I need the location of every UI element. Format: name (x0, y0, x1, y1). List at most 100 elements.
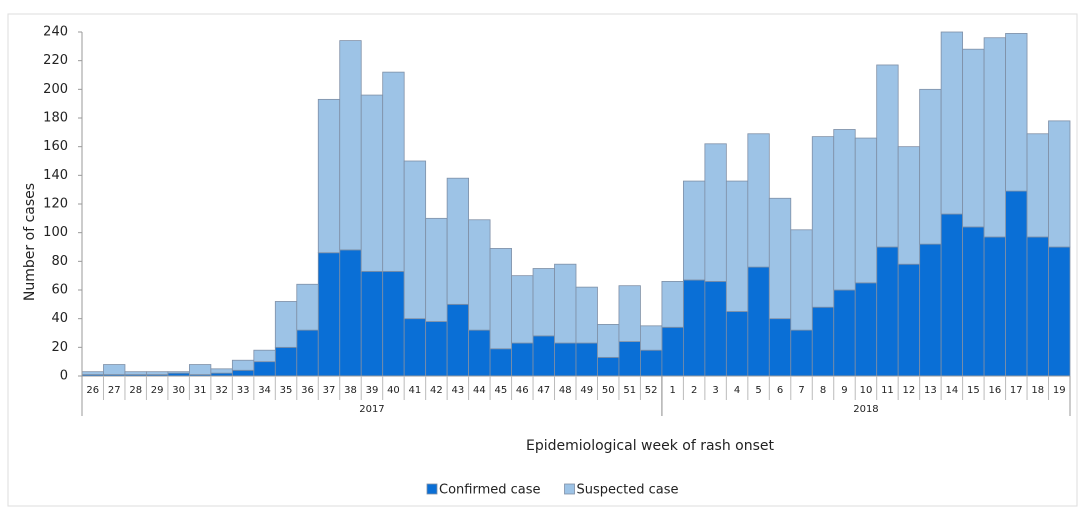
bar-segment (489, 248, 512, 350)
y-tick-label: 20 (51, 340, 68, 355)
x-tick-label: 16 (988, 385, 1001, 396)
bar-segment (618, 341, 641, 377)
x-tick-label: 8 (820, 385, 826, 396)
bar-segment (253, 349, 276, 363)
bar-segment (554, 263, 577, 344)
x-tick-label: 27 (108, 385, 121, 396)
bar-segment (360, 94, 384, 272)
bar-segment (661, 326, 684, 377)
x-tick-label: 39 (366, 385, 379, 396)
x-tick-label: 18 (1031, 385, 1044, 396)
bar-segment (597, 323, 620, 358)
bar-segment (339, 40, 362, 251)
bar-segment (704, 280, 727, 377)
x-tick-label: 38 (344, 385, 357, 396)
bar-segment (446, 303, 470, 377)
x-tick-label: 3 (712, 385, 718, 396)
x-tick-label: 44 (473, 385, 486, 396)
bar-segment (768, 318, 792, 377)
x-tick-label: 30 (172, 385, 185, 396)
bar-segment (747, 133, 770, 268)
y-tick-label: 0 (60, 369, 68, 384)
x-tick-label: 47 (537, 385, 550, 396)
x-tick-label: 26 (86, 385, 99, 396)
bar-segment (575, 342, 598, 377)
bar-segment (618, 285, 641, 343)
bar-segment (468, 219, 491, 331)
bar-segment (725, 311, 749, 377)
x-tick-label: 12 (903, 385, 916, 396)
group-label: 2017 (359, 404, 384, 415)
x-tick-label: 48 (559, 385, 572, 396)
legend-swatch (426, 483, 438, 495)
bar-segment (403, 318, 427, 377)
bar-segment (188, 364, 212, 375)
bar-segment (231, 369, 255, 377)
bar-segment (747, 266, 770, 377)
x-tick-label: 34 (258, 385, 271, 396)
x-tick-label: 50 (602, 385, 615, 396)
y-tick-label: 120 (43, 197, 68, 212)
bar-segment (425, 217, 448, 322)
bar-segment (811, 136, 835, 308)
x-tick-label: 15 (967, 385, 980, 396)
bar-segment (231, 359, 255, 371)
bar-segment (317, 98, 341, 254)
bar-segment (382, 270, 405, 377)
x-axis-label: Epidemiological week of rash onset (526, 438, 775, 454)
x-tick-label: 9 (841, 385, 847, 396)
x-tick-label: 5 (755, 385, 761, 396)
bar-segment (360, 270, 384, 377)
y-axis-label: Number of cases (22, 183, 38, 301)
bar-segment (983, 236, 1006, 377)
bar-segment (296, 329, 319, 377)
bar-segment (940, 31, 964, 215)
x-tick-label: 33 (237, 385, 250, 396)
bar-segment (661, 280, 684, 328)
bar-segment (790, 229, 813, 331)
bar-segment (768, 197, 792, 320)
bar-segment (575, 286, 598, 344)
bar-segment (382, 71, 405, 272)
bar-segment (274, 301, 298, 348)
y-tick-label: 100 (43, 225, 68, 240)
legend-label: Confirmed case (439, 483, 541, 498)
bar-segment (790, 329, 813, 377)
x-tick-label: 40 (387, 385, 400, 396)
y-tick-label: 200 (43, 82, 68, 97)
y-tick-label: 80 (51, 254, 68, 269)
x-tick-label: 13 (924, 385, 937, 396)
y-tick-label: 140 (43, 168, 68, 183)
bar-segment (962, 226, 985, 377)
x-tick-label: 31 (194, 385, 207, 396)
bar-segment (296, 283, 319, 331)
bar-segment (446, 177, 470, 305)
bar-segment (511, 275, 534, 344)
x-tick-label: 28 (129, 385, 142, 396)
x-tick-label: 49 (580, 385, 593, 396)
bar-segment (339, 249, 362, 377)
bar-segment (854, 282, 878, 377)
bar-segment (1048, 246, 1071, 377)
legend-swatch (564, 483, 575, 495)
bar-segment (919, 88, 942, 245)
bar-segment (210, 368, 233, 374)
bar-segment (468, 329, 491, 377)
bar-segment (640, 349, 663, 377)
x-tick-label: 37 (323, 385, 336, 396)
bar-segment (682, 180, 706, 281)
bar-segment (897, 146, 921, 265)
y-tick-label: 160 (43, 139, 68, 154)
x-tick-label: 17 (1010, 385, 1023, 396)
x-tick-label: 46 (516, 385, 529, 396)
bar-segment (425, 321, 448, 377)
bar-segment (554, 342, 577, 377)
legend-label: Suspected case (577, 483, 679, 498)
bar-segment (532, 335, 555, 377)
bar-segment (124, 371, 147, 375)
x-tick-label: 42 (430, 385, 443, 396)
bar-segment (1005, 190, 1028, 377)
bar-segment (253, 361, 276, 377)
x-tick-label: 41 (409, 385, 422, 396)
bar-segment (1026, 133, 1049, 238)
